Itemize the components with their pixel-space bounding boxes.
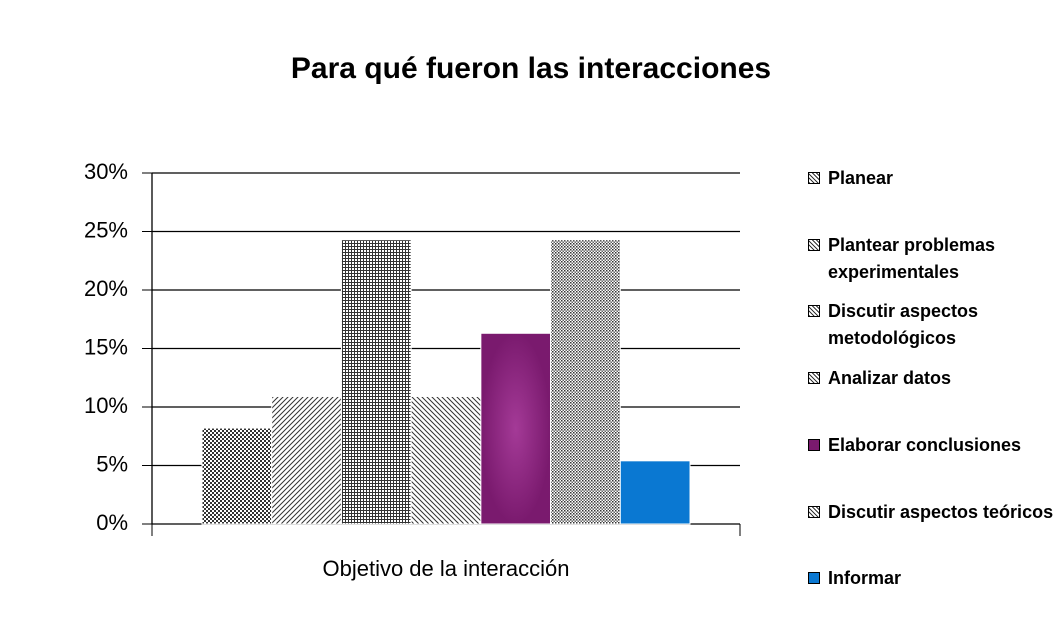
legend-item: Planear: [808, 165, 1058, 192]
legend-item: Elaborar conclusiones: [808, 432, 1058, 459]
legend-label: Discutir aspectos teóricos: [828, 501, 1054, 522]
y-tick-label: 5%: [96, 451, 128, 476]
y-tick-label: 20%: [84, 276, 128, 301]
legend-label: Analizar datos: [828, 368, 952, 389]
legend-swatch: [808, 372, 820, 385]
legend-item: Plantear problemas experimentales: [808, 232, 1058, 286]
chart-title: Para qué fueron las interacciones: [291, 52, 771, 85]
legend-label: Planear: [828, 168, 894, 188]
bar: [550, 239, 621, 525]
legend-swatch: [808, 438, 820, 451]
legend-item: Informar: [808, 565, 1058, 592]
legend-label: Elaborar conclusiones: [828, 434, 1022, 455]
y-tick-label: 15%: [84, 334, 128, 359]
legend-item: Discutir aspectos metodológicos: [808, 298, 1058, 352]
legend-label: Informar: [828, 568, 902, 589]
legend-swatch: [808, 172, 820, 184]
y-tick-label: 25%: [84, 217, 128, 242]
bar: [340, 239, 412, 525]
legend-label: Plantear problemas experimentales: [828, 234, 996, 282]
bar: [201, 427, 273, 525]
legend-swatch: [808, 238, 820, 251]
legend-swatch: [808, 305, 820, 318]
y-tick-label: 30%: [84, 159, 128, 184]
bar: [271, 395, 342, 525]
legend-item: Discutir aspectos teóricos: [808, 499, 1058, 526]
bar: [410, 395, 482, 525]
legend-swatch: [808, 572, 820, 585]
bar: [480, 332, 552, 525]
legend-swatch: [808, 505, 820, 518]
bar: [619, 460, 691, 525]
legend-item: Analizar datos: [808, 365, 1058, 392]
y-tick-label: 10%: [84, 393, 128, 418]
x-axis-label: Objetivo de la interacción: [322, 556, 569, 581]
legend-label: Discutir aspectos metodológicos: [828, 301, 979, 349]
y-tick-label: 0%: [96, 510, 128, 535]
